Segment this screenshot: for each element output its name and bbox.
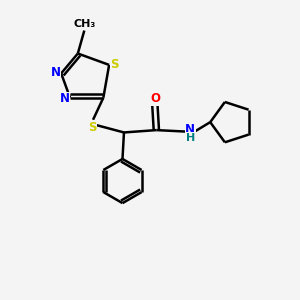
- Text: S: S: [88, 121, 96, 134]
- Text: CH₃: CH₃: [73, 19, 95, 29]
- Text: N: N: [185, 123, 195, 136]
- Text: N: N: [60, 92, 70, 105]
- Text: S: S: [110, 58, 119, 70]
- Text: O: O: [150, 92, 160, 105]
- Text: N: N: [51, 66, 61, 79]
- Text: H: H: [186, 133, 195, 143]
